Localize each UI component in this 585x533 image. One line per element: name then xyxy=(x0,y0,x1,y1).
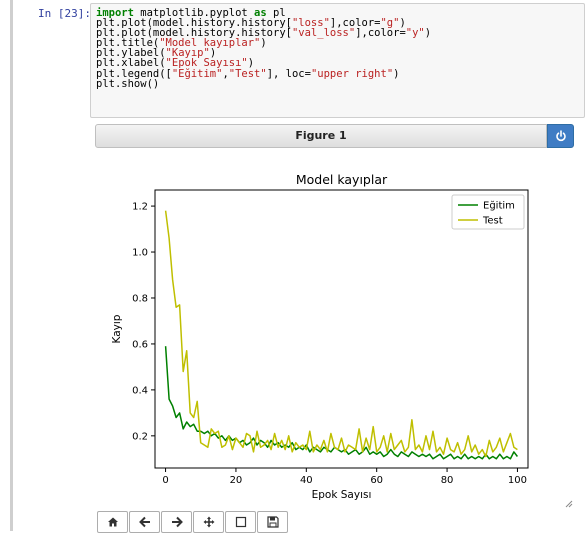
code-line: plt.ylabel("Kayıp") xyxy=(96,47,217,60)
y-tick-label: 0.4 xyxy=(132,385,148,396)
figure-title-bar: Figure 1 xyxy=(95,124,547,148)
home-icon xyxy=(107,517,118,527)
string-literal: "loss" xyxy=(291,17,330,30)
code-line: plt.plot(model.history.history["loss"],c… xyxy=(96,17,406,30)
keyword-as: as xyxy=(254,7,267,19)
pan-move-icon xyxy=(203,516,214,528)
code-line: plt.xlabel("Epok Sayısı") xyxy=(96,57,255,70)
x-axis-label: Epok Sayısı xyxy=(312,489,372,501)
resize-grip-icon[interactable] xyxy=(565,500,573,508)
figure-toolbar xyxy=(97,511,289,533)
back-arrow-icon xyxy=(138,516,150,528)
series-line-egitim xyxy=(164,346,518,460)
plot-area-frame xyxy=(154,189,529,469)
string-literal: "y" xyxy=(405,27,425,40)
x-tick-label: 100 xyxy=(508,475,527,486)
input-prompt: In [23]: xyxy=(38,7,91,20)
code-line: plt.plot(model.history.history["val_loss… xyxy=(96,27,432,40)
chart-title: Model kayıplar xyxy=(296,172,388,187)
code-cell-editor[interactable]: import matplotlib.pyplot as pl plt.plot(… xyxy=(90,3,585,118)
x-tick-label: 20 xyxy=(230,475,243,486)
string-literal: "upper right" xyxy=(310,67,394,80)
pan-button[interactable] xyxy=(193,511,224,533)
close-figure-button[interactable] xyxy=(547,124,574,148)
y-tick-label: 0.2 xyxy=(132,431,148,442)
y-axis-label: Kayıp xyxy=(111,314,123,343)
string-literal: "Test" xyxy=(228,67,267,80)
legend-label: Test xyxy=(482,216,503,227)
string-literal: "val_loss" xyxy=(291,27,356,40)
x-tick-label: 80 xyxy=(441,475,454,486)
legend-label: Eğitim xyxy=(483,200,515,212)
zoom-rect-icon xyxy=(235,516,246,528)
x-tick-label: 60 xyxy=(370,475,383,486)
forward-arrow-icon xyxy=(171,516,183,528)
string-literal: "Kayıp" xyxy=(165,47,210,60)
zoom-rect-button[interactable] xyxy=(225,511,256,533)
y-tick-label: 0.8 xyxy=(132,293,148,304)
back-button[interactable] xyxy=(129,511,160,533)
series-line-test xyxy=(164,210,518,458)
string-literal: "g" xyxy=(380,17,400,30)
save-icon xyxy=(266,516,279,528)
keyword-import: import xyxy=(96,7,134,19)
string-literal: "Model kayıplar" xyxy=(159,37,261,50)
x-tick-label: 0 xyxy=(162,475,168,486)
power-icon xyxy=(555,130,566,142)
y-tick-label: 0.6 xyxy=(132,339,148,350)
cell-selection-bar xyxy=(10,0,13,531)
forward-button[interactable] xyxy=(161,511,192,533)
string-literal: "Eğitim" xyxy=(171,67,223,80)
code-line: import matplotlib.pyplot as pl xyxy=(96,7,286,19)
string-literal: "Epok Sayısı" xyxy=(165,57,248,70)
save-button[interactable] xyxy=(257,511,288,533)
y-tick-label: 1.0 xyxy=(132,248,148,259)
code-line: plt.legend(["Eğitim","Test"], loc="upper… xyxy=(96,67,400,80)
y-tick-label: 1.2 xyxy=(132,202,148,213)
x-tick-label: 40 xyxy=(300,475,313,486)
code-lines: import matplotlib.pyplot as pl plt.plot(… xyxy=(91,4,584,89)
code-line: plt.show() xyxy=(96,77,160,90)
code-line: plt.title("Model kayıplar") xyxy=(96,37,267,50)
loss-chart: Model kayıplar 0 20 40 60 80 100 0.2 0.4 0.6 0.8 1.… xyxy=(111,172,529,501)
home-button[interactable] xyxy=(97,511,128,533)
